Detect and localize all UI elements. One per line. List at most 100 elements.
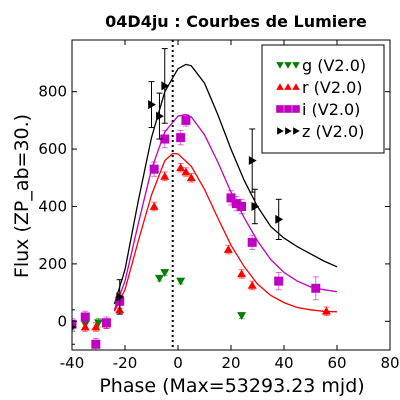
data-marker: [186, 173, 196, 182]
x-axis-ticks: -40 -20 0 20 40 60 80: [60, 40, 400, 372]
data-point-1-9: [223, 244, 233, 255]
legend-label: i (V2.0): [302, 100, 360, 119]
legend-marker: [284, 62, 292, 69]
x-tick-label: 0: [173, 354, 183, 372]
data-marker: [237, 269, 247, 278]
legend-marker: [293, 127, 300, 135]
data-point-1-12: [321, 306, 331, 317]
data-point-2-7: [176, 129, 186, 146]
model-curve-3: [113, 63, 338, 305]
legend-entry-0: g (V2.0): [276, 56, 366, 75]
data-marker: [149, 164, 159, 174]
y-tick-label: 800: [38, 83, 67, 101]
data-point-3-5: [248, 128, 257, 193]
data-point-1-7: [181, 167, 191, 177]
legend-marker: [284, 83, 292, 90]
data-marker: [94, 319, 103, 328]
data-point-0-4: [160, 269, 170, 277]
data-marker: [80, 312, 90, 322]
legend-entry-2: i (V2.0): [276, 100, 360, 119]
legend-marker: [276, 62, 284, 69]
data-marker: [116, 292, 125, 302]
data-marker: [237, 201, 247, 211]
legend-entry-1: r (V2.0): [276, 78, 363, 97]
data-marker: [161, 81, 170, 91]
data-marker: [101, 318, 111, 328]
data-point-0-6: [237, 312, 247, 321]
legend-marker: [292, 105, 300, 113]
data-point-0-3: [154, 274, 164, 283]
plot-content: [72, 40, 338, 350]
data-marker: [274, 276, 284, 286]
data-marker: [181, 115, 191, 125]
model-curve-1: [113, 152, 338, 313]
y-tick-label: 400: [38, 197, 67, 215]
data-marker: [91, 322, 101, 331]
data-point-1-5: [160, 171, 170, 182]
data-point-1-1: [91, 322, 101, 332]
data-point-2-2: [91, 338, 101, 350]
data-point-2-12: [247, 234, 257, 251]
legend-label: g (V2.0): [302, 56, 366, 75]
legend-label: r (V2.0): [302, 78, 363, 97]
x-tick-label: 20: [221, 354, 240, 372]
data-marker: [181, 167, 191, 176]
data-point-2-3: [101, 316, 111, 329]
data-point-3-0: [72, 309, 77, 345]
data-marker: [321, 306, 331, 315]
data-point-2-13: [274, 272, 284, 291]
data-marker: [247, 280, 257, 289]
legend-marker: [277, 127, 284, 135]
legend-marker: [292, 83, 300, 90]
data-marker: [160, 171, 170, 180]
data-point-3-3: [156, 92, 164, 140]
legend-label: z (V2.0): [302, 122, 364, 141]
data-point-1-11: [247, 280, 257, 291]
data-marker: [148, 100, 156, 110]
x-tick-label: -20: [113, 354, 138, 372]
data-point-2-14: [311, 276, 321, 301]
data-marker: [275, 214, 284, 224]
legend-marker: [276, 83, 284, 90]
data-marker: [237, 312, 247, 321]
data-point-2-1: [80, 310, 90, 324]
data-marker: [80, 322, 90, 331]
data-point-1-6: [176, 162, 186, 173]
data-point-2-8: [181, 114, 191, 127]
legend-marker: [284, 105, 292, 113]
data-marker: [72, 324, 77, 330]
x-tick-label: 40: [274, 354, 293, 372]
legend-marker: [292, 62, 300, 69]
data-marker: [160, 134, 170, 144]
data-point-3-2: [148, 81, 156, 129]
data-marker: [311, 283, 321, 293]
x-tick-label: 80: [380, 354, 399, 372]
y-tick-label: 0: [57, 312, 67, 330]
x-tick-label: 60: [327, 354, 346, 372]
legend-marker: [285, 127, 292, 135]
legend-marker: [276, 105, 284, 113]
y-tick-label: 200: [38, 255, 67, 273]
data-marker: [223, 245, 233, 253]
x-axis-title: Phase (Max=53293.23 mjd): [99, 375, 364, 397]
data-point-2-6: [160, 129, 170, 149]
data-point-1-4: [149, 201, 159, 212]
data-marker: [176, 277, 186, 286]
data-point-0-5: [176, 277, 186, 286]
data-marker: [149, 201, 159, 210]
data-point-1-10: [237, 269, 247, 279]
y-axis-ticks: 0 200 400 600 800: [38, 83, 390, 330]
data-point-2-11: [237, 198, 247, 215]
data-point-3-6: [251, 188, 260, 225]
data-point-3-1: [116, 279, 125, 315]
data-point-1-8: [186, 172, 196, 183]
data-marker: [251, 201, 260, 211]
data-marker: [176, 133, 186, 143]
chart-title: 04D4ju : Courbes de Lumiere: [105, 12, 367, 31]
data-marker: [160, 269, 170, 277]
legend: g (V2.0) r (V2.0) i (V2.0) z (V2.0): [261, 44, 385, 154]
data-marker: [154, 274, 164, 283]
legend-entry-3: z (V2.0): [277, 122, 364, 141]
data-marker: [91, 339, 101, 349]
